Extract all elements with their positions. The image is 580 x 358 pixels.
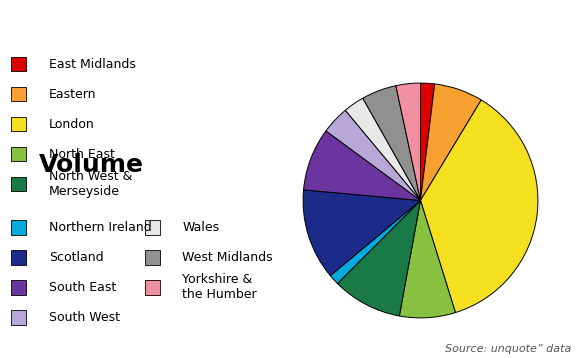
Bar	[11, 310, 27, 325]
Bar	[11, 220, 27, 235]
Text: North West &
Merseyside: North West & Merseyside	[49, 170, 132, 198]
Text: London: London	[49, 117, 95, 131]
Text: Proportion of early-stage and expansion activity in UK regions: Proportion of early-stage and expansion …	[7, 19, 505, 33]
Wedge shape	[420, 100, 538, 313]
Wedge shape	[326, 110, 420, 200]
Text: North East: North East	[49, 147, 115, 160]
Bar	[11, 250, 27, 265]
Wedge shape	[303, 131, 420, 200]
Text: Volume: Volume	[39, 153, 144, 177]
Wedge shape	[400, 200, 455, 318]
Bar	[11, 87, 27, 101]
Text: East Midlands: East Midlands	[49, 58, 136, 71]
Bar	[11, 147, 27, 161]
Text: Source: unquote” data: Source: unquote” data	[445, 344, 571, 354]
Wedge shape	[330, 200, 420, 284]
Bar	[11, 176, 27, 191]
Bar	[11, 57, 27, 72]
Bar	[145, 280, 160, 295]
Wedge shape	[345, 98, 420, 200]
Text: South West: South West	[49, 311, 119, 324]
Text: Yorkshire &
the Humber: Yorkshire & the Humber	[182, 274, 257, 301]
Bar	[145, 220, 160, 235]
Wedge shape	[396, 83, 420, 200]
Text: South East: South East	[49, 281, 116, 294]
Wedge shape	[338, 200, 420, 316]
Text: Wales: Wales	[182, 221, 219, 234]
Text: Eastern: Eastern	[49, 88, 96, 101]
Wedge shape	[363, 86, 420, 200]
Text: Scotland: Scotland	[49, 251, 103, 264]
Bar	[145, 250, 160, 265]
Text: Northern Ireland: Northern Ireland	[49, 221, 151, 234]
Bar	[11, 280, 27, 295]
Wedge shape	[420, 84, 481, 200]
Wedge shape	[303, 190, 420, 276]
Wedge shape	[420, 83, 434, 200]
Text: West Midlands: West Midlands	[182, 251, 273, 264]
Bar	[11, 117, 27, 131]
